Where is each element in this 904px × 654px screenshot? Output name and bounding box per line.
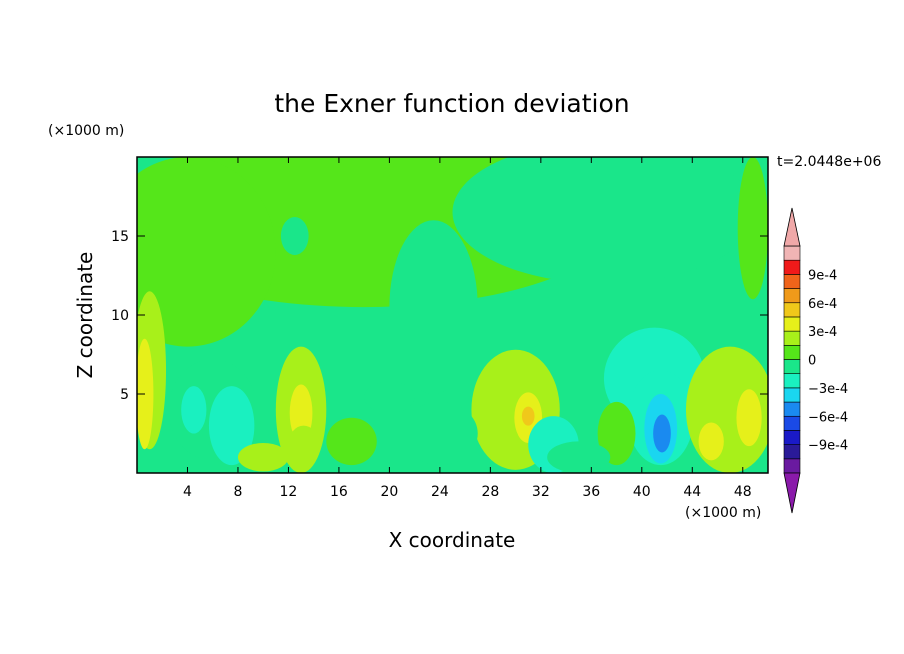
colorbar-band xyxy=(783,430,801,445)
contour-region xyxy=(736,389,762,447)
x-tick-label: 8 xyxy=(233,484,242,500)
colorbar-band xyxy=(783,302,801,318)
x-tick-label: 44 xyxy=(683,484,701,500)
x-tick-label: 24 xyxy=(431,484,449,500)
x-tick-label: 48 xyxy=(734,484,752,500)
contour-region xyxy=(737,157,768,300)
y-tick-label: 15 xyxy=(111,229,129,245)
colorbar-band xyxy=(783,387,801,403)
contour-region xyxy=(288,425,319,464)
contour-region xyxy=(698,422,724,461)
time-label: t=2.0448e+06 xyxy=(777,154,881,170)
contour-region xyxy=(280,217,309,255)
x-axis: 4 8 12 16 20 24 28 32 36 40 44 48 xyxy=(183,157,752,500)
colorbar-band xyxy=(783,259,801,275)
colorbar-band xyxy=(783,245,801,261)
contour-region xyxy=(452,157,756,284)
colorbar: 9e-4 6e-4 3e-4 0 −3e-4 −6e-4 −9e-4 xyxy=(783,207,848,514)
colorbar-tick-label: −3e-4 xyxy=(808,382,848,397)
y-tick-label: 10 xyxy=(111,308,129,324)
colorbar-band xyxy=(783,274,801,289)
contour-region xyxy=(137,338,154,450)
contour-region xyxy=(364,381,415,413)
x-tick-label: 20 xyxy=(380,484,398,500)
contour-region xyxy=(326,417,377,466)
contour-region xyxy=(237,442,289,472)
colorbar-tick-label: 3e-4 xyxy=(808,325,837,340)
contour-region xyxy=(597,401,636,466)
contour-region xyxy=(208,386,255,466)
colorbar-band xyxy=(783,316,801,332)
x-tick-label: 4 xyxy=(183,484,192,500)
colorbar-band xyxy=(783,288,801,304)
x-axis-label: X coordinate xyxy=(389,528,516,552)
colorbar-band xyxy=(783,444,801,460)
colorbar-tick-label: −6e-4 xyxy=(808,410,848,425)
colorbar-tick-label: −9e-4 xyxy=(808,439,848,454)
y-tick-label: 5 xyxy=(120,387,129,403)
x-tick-label: 36 xyxy=(582,484,600,500)
colorbar-band xyxy=(783,373,801,389)
colorbar-over-arrow xyxy=(783,207,801,247)
colorbar-band xyxy=(783,359,801,374)
x-unit-label: (×1000 m) xyxy=(685,505,761,521)
colorbar-tick-label: 9e-4 xyxy=(808,268,837,283)
colorbar-under-arrow xyxy=(783,472,801,514)
x-tick-label: 32 xyxy=(532,484,550,500)
contour-region xyxy=(181,386,207,434)
contour-field xyxy=(137,157,768,473)
colorbar-band xyxy=(783,458,801,474)
chart-title: the Exner function deviation xyxy=(274,89,629,118)
colorbar-band xyxy=(783,401,801,417)
x-tick-label: 12 xyxy=(280,484,298,500)
colorbar-band xyxy=(783,330,801,346)
x-tick-label: 16 xyxy=(330,484,348,500)
colorbar-band xyxy=(783,415,801,431)
colorbar-tick-label: 0 xyxy=(808,354,816,369)
y-axis-label: Z coordinate xyxy=(73,252,97,379)
x-tick-label: 40 xyxy=(633,484,651,500)
contour-region xyxy=(521,406,535,426)
colorbar-band xyxy=(783,345,801,360)
contour-region xyxy=(653,414,671,453)
contour-region xyxy=(389,220,478,394)
x-tick-label: 28 xyxy=(481,484,499,500)
y-axis: 5 10 15 xyxy=(111,229,768,403)
colorbar-tick-label: 6e-4 xyxy=(808,297,837,312)
contour-region xyxy=(402,401,478,466)
contour-region xyxy=(137,157,276,347)
contour-region xyxy=(547,441,611,473)
y-unit-label: (×1000 m) xyxy=(48,123,124,139)
